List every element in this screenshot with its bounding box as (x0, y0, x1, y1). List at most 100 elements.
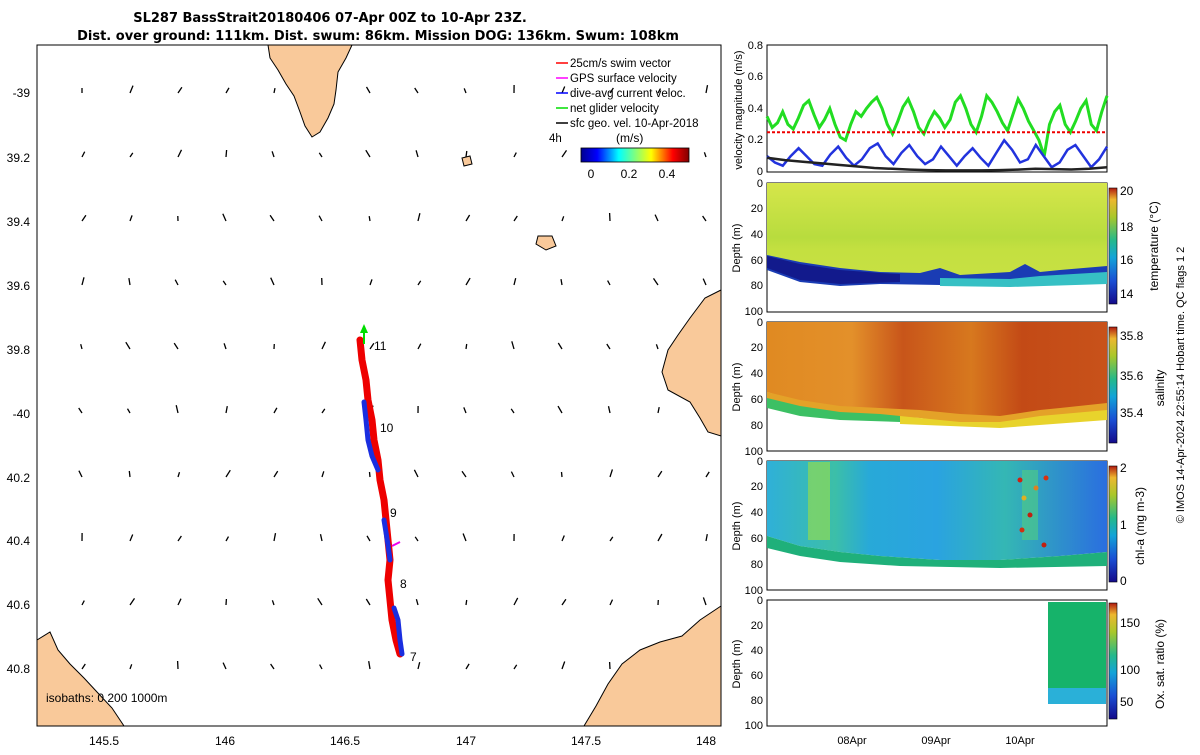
salinity-cbar-label: salinity (1153, 370, 1167, 407)
chl-hotspot (1042, 543, 1047, 548)
lat-tick-1: 39.2 (7, 151, 31, 165)
oxygen-colorbar (1109, 603, 1117, 719)
current-vector (562, 472, 563, 477)
ox-ytick-0: 0 (757, 595, 763, 607)
lat-tick-2: 39.4 (7, 215, 31, 229)
sal-ytick-3: 60 (751, 394, 763, 406)
salinity-yticks: 0 20 40 60 80 100 (745, 317, 763, 458)
ox-ytick-3: 60 (751, 670, 763, 682)
temp-ytick-3: 60 (751, 255, 763, 267)
chl-ytick-1: 20 (751, 481, 763, 493)
figure-title-line1: SL287 BassStrait20180406 07-Apr 00Z to 1… (133, 11, 527, 26)
track-label-10: 10 (380, 421, 394, 435)
legend-swim-vector: 25cm/s swim vector (570, 58, 671, 70)
oxygen-cbar-label: Ox. sat. ratio (%) (1153, 619, 1167, 709)
lat-tick-6: 40.2 (7, 471, 31, 485)
chl-ytick-0: 0 (757, 456, 763, 468)
sal-ytick-4: 80 (751, 420, 763, 432)
lon-tick-0: 145.5 (89, 734, 119, 748)
figure-title-line2: Dist. over ground: 111km. Dist. swum: 86… (77, 29, 679, 44)
current-vector (466, 600, 467, 605)
map-panel: 11 10 9 8 7 -39 39.2 39.4 39.6 39.8 -40 … (7, 45, 721, 748)
ox-ytick-4: 80 (751, 695, 763, 707)
chl-cbar-tick-1: 1 (1120, 518, 1127, 532)
map-lon-ticks: 145.5 146 146.5 147 147.5 148 (89, 734, 716, 748)
vel-ytick-2: 0.4 (748, 103, 763, 115)
oxygen-ylabel: Depth (m) (731, 640, 743, 689)
sal-ytick-0: 0 (757, 317, 763, 329)
lon-tick-4: 147.5 (571, 734, 601, 748)
temperature-yticks: 0 20 40 60 80 100 (745, 178, 763, 318)
salinity-panel: 0 20 40 60 80 100 Depth (m) 35.8 35.6 35… (731, 317, 1167, 458)
chl-cbar-tick-2: 0 (1120, 574, 1127, 588)
colorbar-tick-1: 0.2 (621, 167, 638, 181)
velocity-ylabel: velocity magnitude (m/s) (733, 50, 745, 169)
ox-ytick-1: 20 (751, 620, 763, 632)
chl-hotspot (1018, 478, 1023, 483)
lat-tick-4: 39.8 (7, 343, 31, 357)
ox-cbar-tick-2: 50 (1120, 695, 1134, 709)
legend-sfc-geo: sfc geo. vel. 10-Apr-2018 (570, 118, 699, 130)
temperature-panel: 0 20 40 60 80 100 Depth (m) 20 18 16 14 … (731, 178, 1161, 318)
vel-ytick-4: 0.8 (748, 40, 763, 52)
lat-tick-0: -39 (13, 86, 31, 100)
colorbar-tick-2: 0.4 (659, 167, 676, 181)
temp-ytick-1: 20 (751, 203, 763, 215)
chl-ytick-3: 60 (751, 533, 763, 545)
lat-tick-7: 40.4 (7, 534, 31, 548)
chl-hotspot (1020, 528, 1025, 533)
current-vector (466, 151, 467, 157)
lon-tick-2: 146.5 (330, 734, 360, 748)
legend-net-glider: net glider velocity (570, 103, 659, 115)
chl-hotspot (1022, 496, 1027, 501)
lat-tick-8: 40.6 (7, 598, 31, 612)
temp-ytick-2: 40 (751, 229, 763, 241)
ox-cbar-tick-1: 100 (1120, 663, 1140, 677)
temperature-cbar-label: temperature (°C) (1147, 201, 1161, 291)
velocity-yticks: 0 0.2 0.4 0.6 0.8 (748, 40, 763, 178)
ox-ytick-5: 100 (745, 720, 763, 732)
current-vector (226, 150, 227, 157)
temp-ytick-0: 0 (757, 178, 763, 190)
time-xticks: 08Apr 09Apr 10Apr (837, 735, 1035, 747)
ox-cbar-tick-0: 150 (1120, 616, 1140, 630)
temperature-ylabel: Depth (m) (731, 224, 743, 273)
sal-cbar-tick-2: 35.4 (1120, 406, 1144, 420)
vel-ytick-1: 0.2 (748, 134, 763, 146)
temp-ytick-4: 80 (751, 280, 763, 292)
temp-cbar-tick-1: 18 (1120, 220, 1134, 234)
salinity-ylabel: Depth (m) (731, 363, 743, 412)
chlorophyll-high-patch (808, 462, 830, 540)
chl-cbar-tick-0: 2 (1120, 461, 1127, 475)
ox-ytick-2: 40 (751, 645, 763, 657)
chl-ytick-2: 40 (751, 507, 763, 519)
map-colorbar (581, 148, 689, 162)
temperature-colorbar (1109, 188, 1117, 304)
chlorophyll-cbar-label: chl-a (mg m-3) (1133, 487, 1147, 565)
oxygen-yticks: 0 20 40 60 80 100 (745, 595, 763, 732)
colorbar-unit-label: (m/s) (616, 131, 643, 145)
isobath-label: isobaths: 0 200 1000m (46, 691, 167, 705)
scale-label-4h: 4h (549, 133, 562, 145)
temp-cbar-tick-3: 14 (1120, 287, 1134, 301)
chlorophyll-yticks: 0 20 40 60 80 100 (745, 456, 763, 597)
oxygen-bottom-layer (1048, 688, 1106, 704)
legend-dive-avg-current: dive-avg current veloc. (570, 88, 686, 100)
xtick-08apr: 08Apr (837, 735, 867, 747)
current-vector (466, 344, 467, 349)
imos-side-note: © IMOS 14-Apr-2024 22:55:14 Hobart time.… (1175, 247, 1187, 524)
lat-tick-5: -40 (13, 407, 31, 421)
track-label-7: 7 (410, 650, 417, 664)
lon-tick-5: 148 (696, 734, 716, 748)
chlorophyll-ylabel: Depth (m) (731, 502, 743, 551)
vel-ytick-0: 0 (757, 166, 763, 178)
temp-cbar-tick-2: 16 (1120, 253, 1134, 267)
sal-cbar-tick-0: 35.8 (1120, 329, 1144, 343)
sal-ytick-1: 20 (751, 342, 763, 354)
sal-cbar-tick-1: 35.6 (1120, 369, 1144, 383)
chl-ytick-4: 80 (751, 559, 763, 571)
lon-tick-3: 147 (456, 734, 476, 748)
map-frame (37, 45, 721, 726)
